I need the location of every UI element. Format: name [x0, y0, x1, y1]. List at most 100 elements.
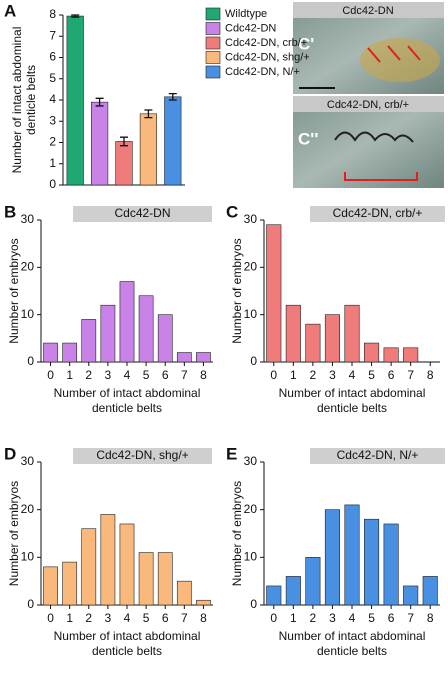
error-bar	[120, 136, 128, 147]
panel-label: C	[226, 202, 238, 221]
y-axis-label: Number of intact abdominal	[10, 27, 24, 174]
title-box	[73, 206, 212, 222]
legend-swatch	[205, 51, 221, 64]
x-tick-label: 6	[388, 368, 395, 382]
bracket	[344, 172, 418, 181]
x-tick-label: 4	[349, 368, 356, 382]
photo-panel-label: C'	[298, 34, 314, 53]
legend-label: Cdc42-DN	[225, 22, 276, 34]
x-axis-label: denticle belts	[317, 401, 387, 415]
y-axis-label: Number of embryos	[230, 481, 244, 586]
bar	[81, 319, 97, 363]
bar	[305, 323, 321, 363]
y-tick-label: 3	[49, 113, 56, 127]
x-axis-label: Number of intact abdominal	[279, 629, 426, 643]
bar	[91, 101, 109, 186]
bar	[176, 352, 192, 363]
x-tick-label: 2	[310, 368, 317, 382]
x-tick-label: 8	[200, 368, 207, 382]
error-bar	[95, 97, 104, 107]
x-tick-label: 0	[270, 611, 277, 625]
bar	[364, 518, 380, 606]
y-tick-label: 30	[21, 212, 35, 226]
error-bar	[168, 92, 177, 101]
y-tick-label: 0	[27, 354, 34, 368]
y-tick-label: 10	[244, 307, 258, 321]
y-tick-label: 8	[49, 7, 56, 21]
bar	[364, 342, 380, 363]
bar	[305, 557, 321, 606]
error-bar	[71, 14, 80, 18]
x-tick-label: 5	[143, 368, 150, 382]
error-bar	[144, 109, 153, 119]
x-axis-label: denticle belts	[92, 644, 162, 658]
bar	[138, 295, 154, 363]
chart-title: Cdc42-DN, shg/+	[96, 448, 188, 462]
bar	[62, 342, 78, 363]
photo-label: Cdc42-DN	[342, 5, 393, 17]
x-tick-label: 4	[349, 611, 356, 625]
y-tick-label: 4	[49, 92, 56, 106]
x-tick-label: 3	[329, 368, 336, 382]
bar	[138, 552, 154, 606]
title-box	[310, 448, 445, 464]
x-tick-label: 1	[66, 368, 73, 382]
bar	[176, 580, 192, 606]
bar	[115, 141, 133, 186]
bar	[324, 314, 340, 363]
bar	[266, 585, 282, 606]
x-tick-label: 1	[290, 611, 297, 625]
x-tick-label: 7	[407, 368, 414, 382]
y-tick-label: 7	[49, 28, 56, 42]
y-tick-label: 20	[21, 502, 35, 516]
panel-label: E	[226, 444, 237, 463]
y-tick-label: 30	[244, 454, 258, 468]
legend-label: Wildtype	[225, 8, 267, 20]
photo-label-box	[293, 2, 444, 18]
x-tick-label: 8	[427, 368, 434, 382]
legend-swatch	[205, 65, 221, 79]
x-axis-label: Number of intact abdominal	[279, 386, 426, 400]
x-axis-label: denticle belts	[92, 401, 162, 415]
y-tick-label: 30	[244, 212, 258, 226]
y-axis-label: Number of embryos	[230, 238, 244, 343]
bar	[285, 576, 301, 606]
x-tick-label: 5	[368, 368, 375, 382]
y-tick-label: 10	[21, 550, 35, 564]
y-tick-label: 6	[49, 50, 56, 64]
x-tick-label: 7	[181, 611, 188, 625]
y-tick-label: 0	[49, 177, 56, 191]
photo-panel: Cdc42-DN C' Cdc42-DN, crb/+ C''	[293, 2, 444, 188]
bar	[403, 585, 419, 606]
y-tick-label: 20	[244, 502, 258, 516]
y-tick-label: 20	[244, 260, 258, 274]
y-tick-label: 30	[21, 454, 35, 468]
bar	[196, 599, 211, 606]
bar	[344, 504, 360, 606]
x-tick-label: 1	[290, 368, 297, 382]
bar	[81, 528, 97, 606]
bar	[139, 113, 157, 186]
bar	[62, 561, 78, 606]
legend-label: Cdc42-DN, shg/+	[225, 51, 310, 63]
y-axis-label: denticle belts	[24, 65, 38, 135]
bar	[119, 523, 135, 606]
x-tick-label: 0	[47, 368, 54, 382]
photo-label-box	[293, 96, 444, 112]
y-tick-label: 0	[250, 354, 257, 368]
chart-title: Cdc42-DN	[114, 206, 170, 220]
bar	[100, 304, 116, 363]
x-tick-label: 4	[124, 611, 131, 625]
bar	[43, 566, 58, 606]
photo-label: Cdc42-DN, crb/+	[327, 99, 409, 111]
x-tick-label: 5	[143, 611, 150, 625]
bar	[196, 352, 211, 363]
x-tick-label: 3	[105, 368, 112, 382]
bar	[383, 347, 399, 363]
photo-panel-label: C''	[298, 129, 318, 148]
chart-title: Cdc42-DN, crb/+	[333, 206, 423, 220]
x-tick-label: 8	[427, 611, 434, 625]
x-axis-label: Number of intact abdominal	[54, 386, 201, 400]
panel-label: D	[4, 444, 16, 463]
x-tick-label: 0	[47, 611, 54, 625]
